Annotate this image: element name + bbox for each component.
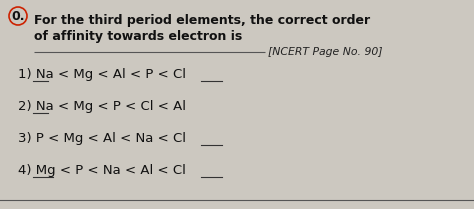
Text: 2) Na < Mg < P < Cl < Al: 2) Na < Mg < P < Cl < Al: [18, 100, 186, 113]
Text: For the third period elements, the correct order: For the third period elements, the corre…: [34, 14, 370, 27]
Text: 0.: 0.: [11, 9, 25, 23]
Text: 4) Mg < P < Na < Al < Cl: 4) Mg < P < Na < Al < Cl: [18, 164, 186, 177]
Text: 1) Na < Mg < Al < P < Cl: 1) Na < Mg < Al < P < Cl: [18, 68, 186, 81]
Text: [NCERT Page No. 90]: [NCERT Page No. 90]: [268, 47, 383, 57]
Text: of affinity towards electron is: of affinity towards electron is: [34, 30, 242, 43]
Text: 3) P < Mg < Al < Na < Cl: 3) P < Mg < Al < Na < Cl: [18, 132, 186, 145]
